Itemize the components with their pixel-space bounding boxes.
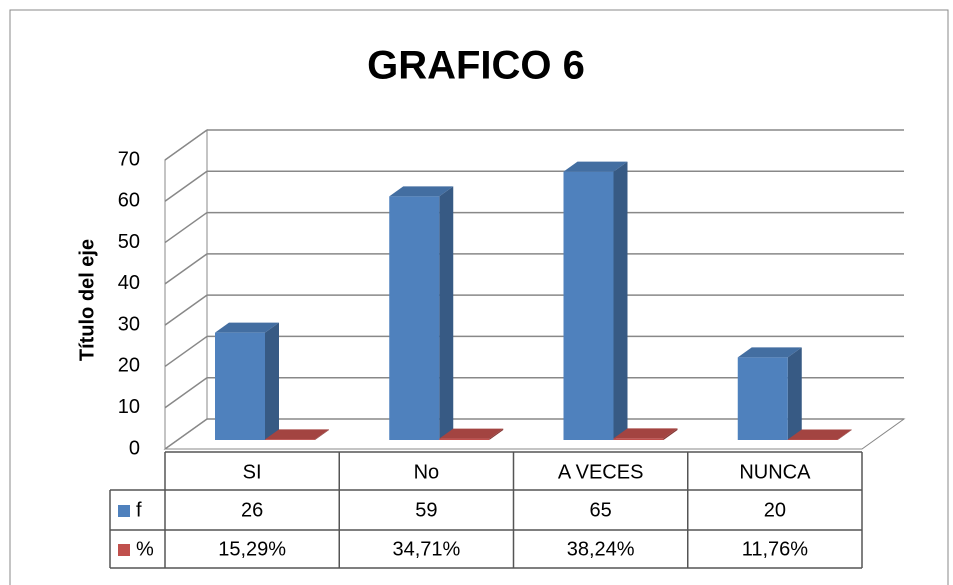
grid-line [164, 211, 208, 244]
chart-title: GRAFICO 6 [367, 44, 585, 88]
bar-top [787, 429, 852, 440]
bar [389, 196, 440, 440]
table-value: 15,29% [218, 538, 286, 560]
grid-line [164, 418, 208, 450]
bar-side [265, 322, 279, 440]
bar [563, 171, 614, 440]
bar-top [389, 186, 454, 197]
bar-side [837, 429, 852, 440]
bar-top [439, 428, 504, 439]
bar-side [315, 429, 329, 440]
bar [439, 438, 490, 440]
y-tick-label: 50 [118, 231, 140, 253]
bar-top [215, 322, 279, 333]
table-value: 38,24% [567, 538, 635, 560]
bar-side [663, 428, 678, 440]
table-value: 59 [415, 499, 437, 521]
bar-side [613, 161, 628, 440]
bar [613, 438, 664, 440]
y-tick-label: 20 [118, 355, 140, 377]
y-tick-label: 40 [118, 272, 140, 294]
bar [265, 439, 315, 440]
legend-label: f [136, 499, 142, 521]
chart-border [9, 9, 949, 585]
y-tick-label: 0 [129, 437, 140, 459]
bar-side [489, 428, 504, 440]
x-tick-label: NUNCA [739, 461, 811, 483]
bar-top [563, 161, 628, 172]
table-value: 11,76% [742, 538, 809, 560]
y-axis-title: Título del eje [76, 239, 98, 361]
bar [737, 357, 788, 440]
table-value: 34,71% [392, 538, 460, 560]
table-value: 26 [241, 499, 263, 521]
legend-label: % [136, 538, 154, 560]
grid-line [164, 170, 208, 202]
y-tick-label: 70 [118, 148, 140, 170]
grid-line [164, 253, 208, 285]
grid-line [164, 129, 208, 161]
y-tick-label: 10 [118, 396, 140, 418]
table-value: 20 [764, 499, 786, 521]
x-tick-label: No [414, 461, 440, 483]
bar-top [265, 429, 329, 440]
table-value: 65 [590, 499, 612, 521]
x-tick-label: SI [243, 461, 262, 483]
grid-line [164, 294, 208, 326]
bar-side [787, 347, 802, 440]
y-tick-label: 30 [118, 313, 140, 335]
legend-swatch [118, 544, 130, 556]
legend-swatch [118, 505, 130, 517]
bar [215, 332, 265, 440]
y-tick-label: 60 [118, 190, 140, 212]
grid-line [164, 377, 208, 409]
bar-side [439, 186, 454, 440]
x-tick-label: A VECES [558, 461, 644, 483]
bar-top [737, 347, 802, 358]
bar-top [613, 428, 678, 439]
grid-line [164, 335, 208, 368]
